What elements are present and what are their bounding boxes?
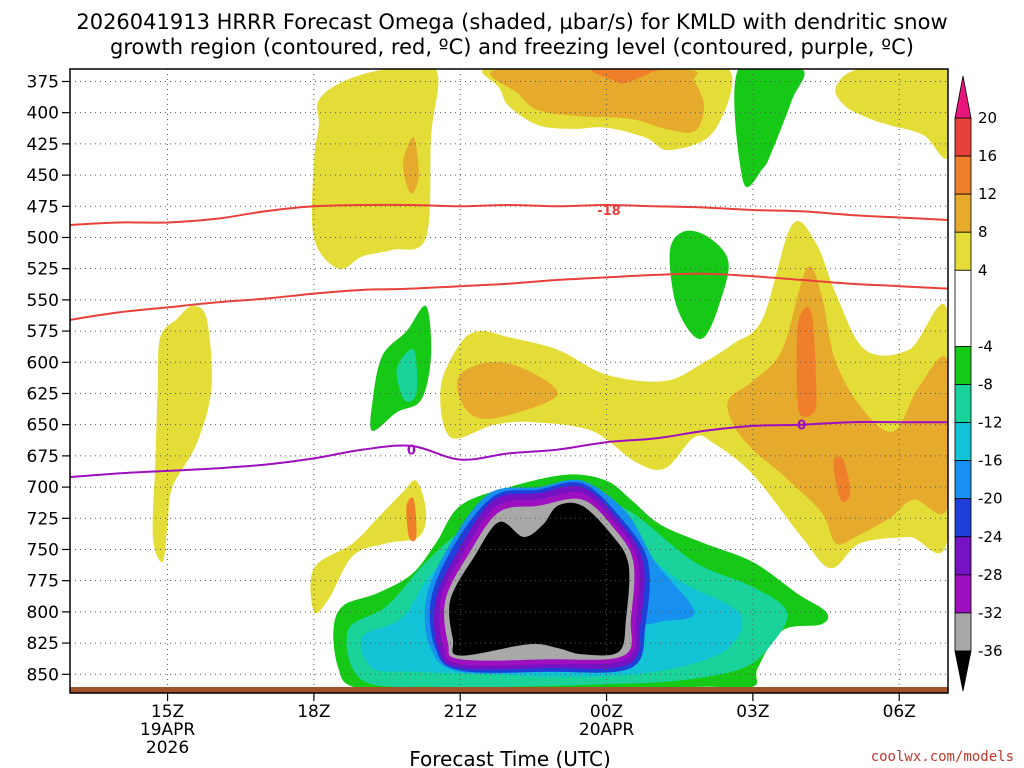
omega-region xyxy=(152,306,212,563)
omega-region xyxy=(590,69,660,84)
omega-region xyxy=(734,69,805,188)
dgz-isotherm-upper xyxy=(70,203,948,226)
y-tick-label: 650 xyxy=(27,416,59,436)
colorbar-band xyxy=(954,612,972,652)
y-tick-label: 550 xyxy=(27,291,59,311)
omega-region xyxy=(310,480,427,614)
contour-label: 0 xyxy=(797,419,806,434)
colorbar-band xyxy=(954,460,972,500)
colorbar-band xyxy=(954,117,972,157)
y-tick-label: 825 xyxy=(27,634,59,654)
freezing-level-line xyxy=(70,421,948,479)
y-tick-label: 400 xyxy=(27,104,59,124)
colorbar-label: -24 xyxy=(978,528,1003,546)
colorbar-band xyxy=(954,498,972,538)
x-tick-label: 00Z xyxy=(590,702,623,722)
omega-region xyxy=(406,497,417,542)
omega-region xyxy=(833,456,851,502)
x-tick-label: 19APR xyxy=(140,720,196,740)
colorbar-label: 12 xyxy=(978,185,997,203)
omega-region xyxy=(796,307,817,418)
colorbar-over-triangle xyxy=(954,75,972,119)
contour-label: 0 xyxy=(407,444,416,459)
y-tick-label: 775 xyxy=(27,572,59,592)
plot-frame xyxy=(69,68,949,694)
y-tick-label: 375 xyxy=(27,72,59,92)
colorbar-band xyxy=(954,193,972,233)
colorbar-label: -28 xyxy=(978,566,1003,584)
y-tick-label: 475 xyxy=(27,197,59,217)
colorbar-label: -12 xyxy=(978,414,1003,432)
colorbar-label: -4 xyxy=(978,337,993,355)
colorbar-label: -32 xyxy=(978,604,1003,622)
y-tick-label: 625 xyxy=(27,384,59,404)
omega-region xyxy=(311,69,439,270)
x-tick-label: 18Z xyxy=(297,702,330,722)
y-tick-label: 500 xyxy=(27,228,59,248)
omega-region xyxy=(490,69,705,133)
chart-title-line-2: growth region (contoured, red, ºC) and f… xyxy=(110,35,914,59)
grid-lines xyxy=(70,69,948,693)
colorbar-label: 4 xyxy=(978,261,988,279)
y-tick-label: 725 xyxy=(27,509,59,529)
colorbar-label: -20 xyxy=(978,490,1003,508)
y-tick-label: 800 xyxy=(27,603,59,623)
colorbar-band xyxy=(954,536,972,576)
x-tick-label: 15Z xyxy=(151,702,184,722)
y-tick-label: 700 xyxy=(27,478,59,498)
contour-label: -18 xyxy=(597,204,621,219)
colorbar-label: -8 xyxy=(978,376,993,394)
x-tick-label: 2026 xyxy=(146,738,189,758)
credit-text: coolwx.com/models xyxy=(871,749,1014,765)
y-tick-label: 750 xyxy=(27,540,59,560)
y-tick-label: 425 xyxy=(27,135,59,155)
y-axis: 375 400 425 450 475 500 525 550 575 600 625 650 675 7… xyxy=(27,72,70,685)
omega-region xyxy=(835,69,948,159)
colorbar-band xyxy=(954,269,972,347)
y-tick-label: 525 xyxy=(27,260,59,280)
omega-region xyxy=(669,230,729,339)
chart-title-line-1: 2026041913 HRRR Forecast Omega (shaded, … xyxy=(76,10,947,34)
contour-lines: -18 0 0 xyxy=(70,203,948,479)
x-tick-label: 21Z xyxy=(444,702,477,722)
colorbar-band xyxy=(954,574,972,614)
colorbar-band xyxy=(954,422,972,462)
y-tick-label: 850 xyxy=(27,665,59,685)
colorbar-band xyxy=(954,346,972,385)
colorbar-band xyxy=(954,155,972,195)
colorbar-label: 8 xyxy=(978,223,988,241)
colorbar-label: 20 xyxy=(978,109,997,127)
x-tick-label: 06Z xyxy=(883,702,916,722)
colorbar-label: -36 xyxy=(978,642,1003,660)
colorbar-label: -16 xyxy=(978,452,1003,470)
omega-region xyxy=(403,137,419,194)
y-tick-label: 450 xyxy=(27,166,59,186)
y-tick-label: 675 xyxy=(27,447,59,467)
omega-region xyxy=(449,502,630,656)
ground-surface xyxy=(70,687,948,693)
colorbar-band xyxy=(954,384,972,423)
dgz-isotherm-lower xyxy=(70,272,948,321)
x-tick-label: 20APR xyxy=(579,720,635,740)
omega-shading xyxy=(152,69,948,693)
omega-region xyxy=(457,362,558,419)
colorbar: 20 16 12 8 4 -4 -8 -12 -16 -20 -24 -28 -32 -36 xyxy=(954,75,1003,692)
omega-region xyxy=(396,349,418,402)
y-tick-label: 575 xyxy=(27,322,59,342)
x-axis-title: Forecast Time (UTC) xyxy=(409,747,611,768)
colorbar-label: 16 xyxy=(978,147,997,165)
y-tick-label: 600 xyxy=(27,353,59,373)
omega-region xyxy=(727,266,948,545)
x-tick-label: 03Z xyxy=(736,702,769,722)
colorbar-under-triangle xyxy=(954,650,972,692)
colorbar-band xyxy=(954,231,972,271)
